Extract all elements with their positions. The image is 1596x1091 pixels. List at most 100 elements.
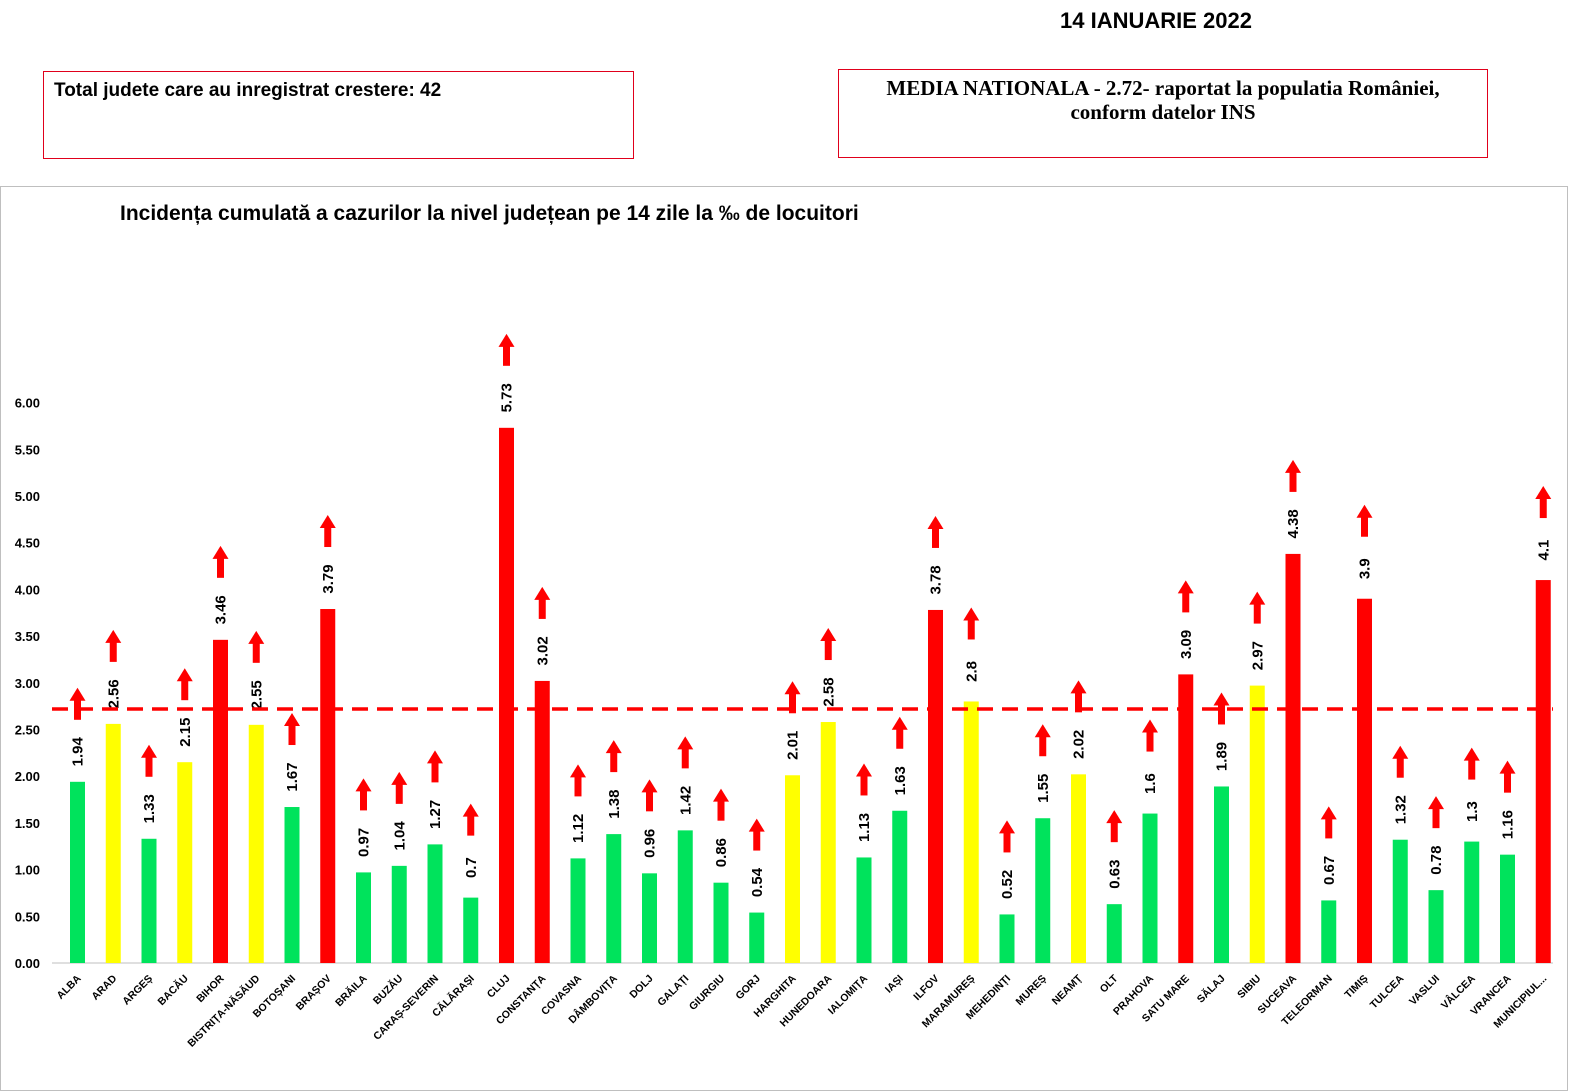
trend-arrow-shaft-5 [252,642,260,663]
trend-arrow-shaft-7 [324,527,332,548]
trend-arrow-head-29 [1106,810,1123,824]
bar-17 [677,830,693,963]
value-label-1: 2.56 [105,679,122,708]
bar-23 [892,810,908,963]
trend-arrow-head-21 [820,628,837,642]
category-label-3: BACĂU [155,972,191,1008]
y-tick-label: 0.50 [15,909,40,924]
trend-arrow-head-14 [570,764,586,778]
trend-arrow-head-3 [176,668,193,682]
trend-arrow-shaft-38 [1432,808,1440,829]
report-date: 14 IANUARIE 2022 [1060,8,1252,33]
trend-arrow-head-22 [856,763,872,777]
trend-arrow-head-10 [427,750,443,764]
bar-2 [141,838,157,963]
value-label-38: 0.78 [1428,846,1445,875]
value-label-39: 1.3 [1464,801,1481,822]
value-label-18: 0.86 [713,838,730,867]
trend-arrow-shaft-28 [1075,692,1082,713]
trend-arrow-shaft-11 [467,815,475,836]
trend-arrow-shaft-33 [1253,603,1261,624]
trend-arrow-head-4 [212,545,229,559]
trend-arrow-shaft-26 [1003,832,1011,853]
trend-arrow-head-25 [963,607,980,621]
trend-arrow-head-9 [391,771,408,785]
trend-arrow-head-11 [462,803,479,817]
trend-arrow-shaft-8 [360,790,367,811]
trend-arrow-shaft-34 [1289,471,1297,492]
trend-arrow-head-38 [1428,796,1444,810]
trend-arrow-head-36 [1356,504,1373,518]
trend-arrow-head-34 [1285,459,1301,473]
y-tick-label: 4.50 [15,536,40,551]
value-label-15: 1.38 [606,790,623,819]
bar-6 [284,807,300,963]
value-label-13: 3.02 [534,636,551,665]
trend-arrow-shaft-32 [1218,704,1225,725]
bar-36 [1357,598,1372,963]
trend-arrow-shaft-18 [717,800,725,821]
trend-arrow-head-40 [1499,760,1516,774]
trend-arrow-head-33 [1249,591,1266,605]
bar-4 [213,639,228,963]
trend-arrow-head-35 [1320,806,1337,820]
national-average-box: MEDIA NATIONALA - 2.72- raportat la popu… [838,69,1488,158]
value-label-16: 0.96 [642,829,659,858]
trend-arrow-shaft-39 [1468,759,1476,780]
bar-33 [1249,685,1265,963]
trend-arrow-head-18 [713,788,729,802]
trend-arrow-head-2 [141,744,157,758]
trend-arrow-head-32 [1213,692,1230,706]
value-label-31: 3.09 [1178,630,1195,659]
trend-arrow-head-1 [105,629,122,643]
bar-31 [1178,674,1194,963]
y-tick-label: 2.50 [15,723,40,738]
bar-20 [785,775,800,963]
trend-arrow-shaft-13 [538,598,546,619]
y-tick-label: 5.50 [15,442,40,457]
value-label-4: 3.46 [213,595,230,624]
value-label-25: 2.8 [963,661,980,682]
value-label-28: 2.02 [1071,730,1088,759]
trend-arrow-shaft-35 [1325,818,1333,839]
bar-40 [1500,854,1515,963]
bar-8 [356,872,371,963]
category-label-23: IAȘI [883,973,906,996]
value-label-26: 0.52 [999,870,1016,899]
category-label-10: CARAȘ-SEVERIN [371,973,441,1043]
bar-27 [1035,818,1051,963]
trend-arrow-head-7 [319,515,336,529]
bar-15 [606,834,622,963]
category-label-0: ALBA [55,972,84,1001]
bar-32 [1214,786,1229,963]
national-average-line2: conform datelor INS [1070,100,1256,124]
value-label-12: 5.73 [499,383,516,412]
bar-13 [534,680,550,963]
category-label-24: ILFOV [911,973,941,1003]
bar-38 [1428,890,1444,963]
bar-5 [248,724,264,963]
y-tick-label: 3.50 [15,629,40,644]
value-label-17: 1.42 [677,786,694,815]
bar-30 [1142,813,1158,963]
bar-34 [1285,553,1301,963]
value-label-9: 1.04 [391,821,408,851]
bar-3 [177,762,193,963]
trend-arrow-shaft-31 [1182,592,1190,613]
category-label-36: TIMIȘ [1342,973,1370,1001]
trend-arrow-shaft-22 [860,775,868,796]
bar-19 [749,912,765,963]
value-label-27: 1.55 [1035,774,1052,803]
category-label-9: BUZĂU [370,972,405,1007]
category-label-17: GALAȚI [655,973,691,1009]
trend-arrow-shaft-24 [932,527,939,548]
trend-arrow-shaft-1 [109,641,117,662]
trend-arrow-shaft-30 [1146,731,1154,752]
trend-arrow-shaft-4 [217,557,224,578]
bar-18 [713,882,729,963]
value-label-35: 0.67 [1321,856,1338,885]
trend-arrow-shaft-10 [431,762,439,783]
y-tick-label: 0.00 [15,956,40,971]
value-label-5: 2.55 [248,680,265,709]
